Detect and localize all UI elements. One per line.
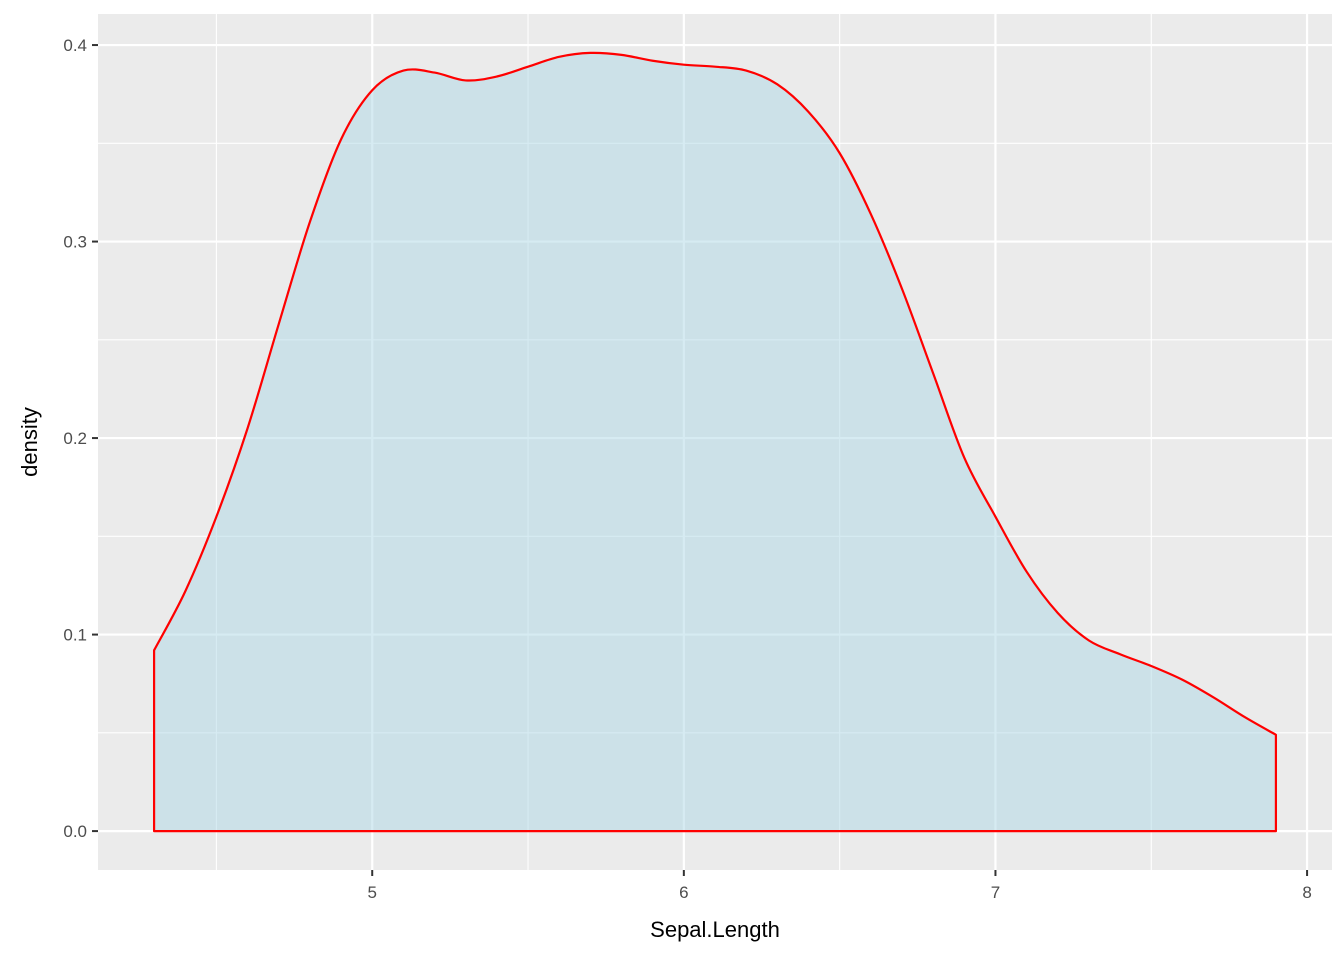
density-area <box>154 52 1276 832</box>
x-tick-label: 8 <box>1302 883 1311 902</box>
y-tick-label: 0.1 <box>63 626 87 645</box>
x-tick-label: 7 <box>991 883 1000 902</box>
x-axis-title: Sepal.Length <box>650 917 780 942</box>
density-layer <box>152 51 1278 833</box>
y-tick-label: 0.0 <box>63 822 87 841</box>
density-outline <box>152 51 1278 833</box>
x-tick-label: 5 <box>367 883 376 902</box>
y-tick-label: 0.3 <box>63 233 87 252</box>
y-tick-label: 0.4 <box>63 36 87 55</box>
y-axis: 0.0 0.1 0.2 0.3 0.4 <box>63 36 98 841</box>
x-tick-label: 6 <box>679 883 688 902</box>
y-tick-label: 0.2 <box>63 429 87 448</box>
y-axis-title: density <box>17 407 42 477</box>
x-axis: 5 6 7 8 <box>367 870 1312 902</box>
